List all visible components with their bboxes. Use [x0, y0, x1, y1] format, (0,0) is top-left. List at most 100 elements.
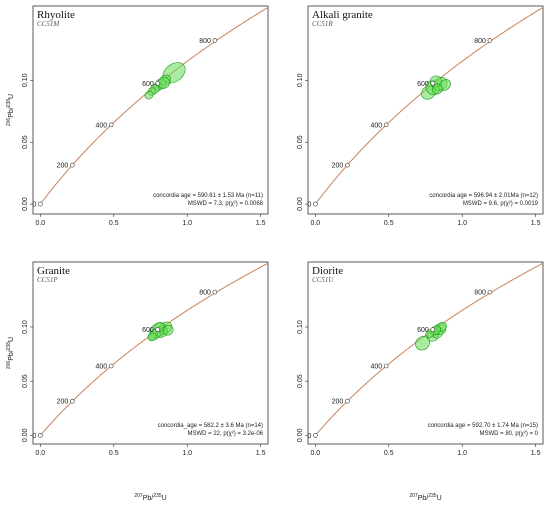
age-label: 600: [142, 327, 154, 334]
concordia-age-text: concordia_age = 582.2 ± 3.6 Ma (n=14): [158, 423, 263, 429]
y-tick-label: 0.00: [22, 428, 29, 442]
panel-2: 0 200 400 600 800 0.0 0.5 1.0 1.5 0.00 0.05 0.10 Alk…: [297, 5, 544, 227]
age-marker: [430, 80, 436, 86]
y-tick-label: 0.05: [297, 135, 304, 149]
panel-subtitle: CC51R: [312, 20, 333, 28]
age-marker: [345, 162, 350, 168]
plot-frame: [307, 5, 544, 215]
age-label: 400: [370, 122, 382, 129]
age-label: 600: [417, 81, 429, 88]
plot-frame: [32, 261, 269, 445]
concordia-curve: [39, 262, 268, 436]
age-marker: [38, 201, 43, 207]
x-tick-label: 0.0: [310, 450, 320, 457]
x-tick-label: 0.0: [310, 220, 320, 227]
y-tick-label: 0.10: [22, 73, 29, 87]
panel-subtitle: CC51U: [312, 276, 334, 284]
age-marker: [70, 162, 75, 168]
y-axis-label: 206Pb/238U: [6, 94, 15, 126]
age-label: 0: [32, 433, 36, 440]
age-label: 0: [307, 202, 311, 209]
age-marker: [383, 122, 389, 128]
age-marker: [108, 363, 114, 369]
panel-4: 0 200 400 600 800 0.0 0.5 1.0 1.5 0.00 0.05 0.10 Dio…: [297, 261, 544, 457]
panel-1: 0 200 400 600 800 0.0 0.5 1.0 1.5 0.00 0.05 0.10 Rhy…: [6, 5, 269, 227]
x-tick-label: 0.0: [35, 450, 45, 457]
concordia-age-text: concordia age = 596.94 ± 2.01Ma (n=12): [429, 193, 538, 199]
age-label: 400: [95, 364, 107, 371]
concordia-curve: [314, 6, 543, 205]
plot-area: [39, 262, 268, 436]
y-tick-label: 0.10: [297, 320, 304, 334]
age-marker: [70, 398, 75, 404]
x-tick-label: 1.5: [256, 220, 266, 227]
concordia-age-text: concordia age = 590.61 ± 1.53 Ma (n=11): [153, 193, 263, 199]
x-axis-label: 207Pb/235U: [134, 493, 166, 502]
age-marker: [108, 122, 114, 128]
y-tick-label: 0.05: [22, 135, 29, 149]
plot-area: [314, 262, 543, 436]
mswd-text: MSWD = 7.3, p(χ²) = 0.0068: [188, 201, 264, 207]
panel-3: 0 200 400 600 800 0.0 0.5 1.0 1.5 0.00 0.05 0.10 Gra…: [6, 261, 269, 457]
panel-subtitle: CC51M: [37, 20, 60, 28]
x-tick-label: 1.0: [182, 450, 192, 457]
age-label: 400: [370, 364, 382, 371]
error-ellipse: [162, 324, 174, 336]
concordia-curve: [314, 262, 543, 436]
age-marker: [430, 327, 436, 332]
y-tick-label: 0.05: [22, 374, 29, 388]
x-tick-label: 0.0: [35, 220, 45, 227]
age-marker: [155, 80, 161, 86]
plot-frame: [307, 261, 544, 445]
age-marker: [212, 289, 218, 295]
age-label: 200: [332, 399, 344, 406]
age-label: 0: [32, 202, 36, 209]
x-tick-label: 0.5: [109, 450, 119, 457]
mswd-text: MSWD = 22, p(χ²) = 3.2e-06: [187, 431, 263, 437]
y-tick-label: 0.10: [297, 73, 304, 87]
plot-frame: [32, 5, 269, 215]
concordia-age-text: concordia age = 592.70 ± 1.74 Ma (n=15): [428, 423, 538, 429]
y-tick-label: 0.10: [22, 320, 29, 334]
y-tick-label: 0.00: [297, 428, 304, 442]
concordia-curve: [39, 6, 268, 205]
x-tick-label: 1.5: [531, 220, 541, 227]
age-marker: [345, 398, 350, 404]
error-ellipse: [144, 90, 154, 100]
y-tick-label: 0.00: [297, 197, 304, 211]
error-ellipse: [147, 332, 157, 342]
y-axis-label: 206Pb/238U: [6, 337, 15, 369]
age-label: 800: [199, 290, 211, 297]
x-tick-label: 0.5: [109, 220, 119, 227]
y-tick-label: 0.00: [22, 197, 29, 211]
x-tick-label: 1.0: [457, 450, 467, 457]
panel-title: Alkali granite: [312, 9, 373, 21]
x-tick-label: 1.5: [531, 450, 541, 457]
age-marker: [487, 289, 493, 295]
age-label: 800: [474, 38, 486, 45]
x-tick-label: 1.0: [457, 220, 467, 227]
error-ellipse: [157, 76, 170, 89]
age-label: 400: [95, 122, 107, 129]
age-marker: [212, 38, 218, 43]
age-marker: [383, 363, 389, 369]
x-tick-label: 0.5: [384, 220, 394, 227]
age-marker: [313, 433, 318, 438]
mswd-text: MSWD = 9.6, p(χ²) = 0.0019: [463, 201, 539, 207]
panel-title: Rhyolite: [37, 9, 75, 21]
age-label: 0: [307, 433, 311, 440]
age-marker: [487, 38, 493, 43]
panel-subtitle: CC51P: [37, 276, 58, 284]
y-tick-label: 0.05: [297, 374, 304, 388]
panel-title: Diorite: [312, 265, 343, 277]
mswd-text: MSWD = 80, p(χ²) = 0: [480, 431, 539, 437]
plot-area: [314, 6, 543, 205]
age-marker: [313, 201, 318, 207]
age-marker: [38, 433, 43, 438]
age-label: 200: [57, 399, 69, 406]
x-axis-label: 207Pb/235U: [409, 493, 441, 502]
age-label: 600: [142, 81, 154, 88]
age-label: 800: [474, 290, 486, 297]
x-tick-label: 0.5: [384, 450, 394, 457]
